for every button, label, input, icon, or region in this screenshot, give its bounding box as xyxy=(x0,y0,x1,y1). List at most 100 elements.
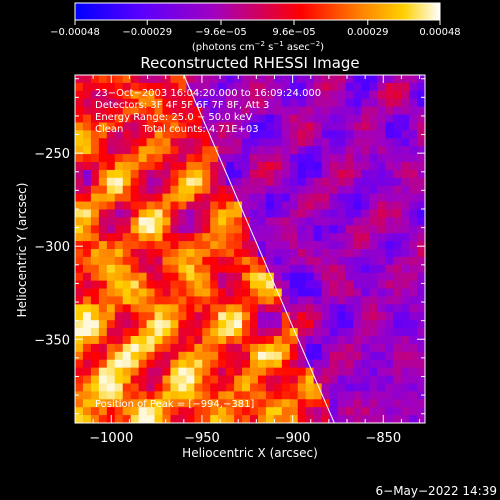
heatmap-cell xyxy=(345,415,355,423)
heatmap-cell xyxy=(345,296,355,305)
heatmap-cell xyxy=(273,343,283,353)
heatmap-cell xyxy=(194,280,203,290)
heatmap-cell xyxy=(154,122,164,131)
heatmap-cell xyxy=(393,225,402,234)
heatmap-cell xyxy=(154,98,164,108)
heatmap-cell xyxy=(106,407,116,416)
heatmap-cell xyxy=(226,122,235,131)
heatmap-cell xyxy=(202,249,211,258)
heatmap-cell xyxy=(289,201,299,211)
heatmap-cell xyxy=(289,225,299,234)
heatmap-cell xyxy=(417,154,425,163)
heatmap-cell xyxy=(337,383,347,392)
heatmap-cell xyxy=(146,106,156,116)
heatmap-cell xyxy=(218,75,227,84)
heatmap-cell xyxy=(329,415,339,423)
heatmap-cell xyxy=(130,82,140,92)
heatmap-cell xyxy=(361,114,370,124)
heatmap-cell xyxy=(305,312,315,321)
heatmap-cell xyxy=(369,114,378,124)
heatmap-cell xyxy=(162,312,172,321)
heatmap-cell xyxy=(75,146,84,155)
heatmap-cell xyxy=(194,367,203,377)
heatmap-cell xyxy=(114,296,124,305)
heatmap-cell xyxy=(170,233,180,242)
heatmap-cell xyxy=(369,177,378,187)
heatmap-cell xyxy=(146,138,156,147)
heatmap-cell xyxy=(297,82,307,92)
heatmap-cell xyxy=(194,415,203,423)
heatmap-cell xyxy=(194,162,203,171)
heatmap-cell xyxy=(194,225,203,234)
heatmap-cell xyxy=(130,138,140,147)
heatmap-cell xyxy=(337,304,347,313)
heatmap-cell xyxy=(393,241,402,250)
heatmap-cell xyxy=(265,225,275,234)
heatmap-cell xyxy=(186,162,195,171)
heatmap-cell xyxy=(154,407,164,416)
heatmap-cell xyxy=(130,169,140,179)
heatmap-cell xyxy=(186,193,195,203)
heatmap-cell xyxy=(114,185,124,195)
heatmap-cell xyxy=(409,209,418,218)
heatmap-cell xyxy=(257,351,267,361)
heatmap-cell xyxy=(417,288,425,298)
heatmap-cell xyxy=(122,114,132,124)
heatmap-cell xyxy=(385,162,394,171)
heatmap-cell xyxy=(377,122,386,131)
heatmap-cell xyxy=(170,264,180,274)
heatmap-cell xyxy=(170,146,180,155)
heatmap-cell xyxy=(353,336,362,345)
heatmap-cell xyxy=(154,336,164,345)
heatmap-cell xyxy=(186,256,195,266)
heatmap-cell xyxy=(313,146,323,155)
heatmap-cell xyxy=(234,75,243,84)
heatmap-cell xyxy=(170,90,180,100)
heatmap-cell xyxy=(273,201,283,211)
heatmap-cell xyxy=(194,201,203,211)
heatmap-cell xyxy=(377,241,386,250)
heatmap-cell xyxy=(90,336,100,345)
heatmap-cell xyxy=(226,201,235,211)
heatmap-cell xyxy=(369,343,378,353)
heatmap-cell xyxy=(401,343,410,353)
heatmap-cell xyxy=(361,209,370,218)
heatmap-cell xyxy=(138,280,148,290)
heatmap-cell xyxy=(353,209,362,218)
heatmap-cell xyxy=(106,399,116,408)
heatmap-cell xyxy=(257,272,267,282)
heatmap-cell xyxy=(202,233,211,242)
heatmap-cell xyxy=(186,241,195,250)
heatmap-cell xyxy=(281,304,291,313)
heatmap-cell xyxy=(265,162,275,171)
heatmap-cell xyxy=(417,367,425,377)
heatmap-cell xyxy=(321,225,331,234)
heatmap-cell xyxy=(321,407,331,416)
heatmap-cell xyxy=(218,256,227,266)
heatmap-cell xyxy=(313,201,323,211)
heatmap-cell xyxy=(146,343,156,353)
heatmap-cell xyxy=(353,391,362,400)
heatmap-cell xyxy=(329,233,339,242)
heatmap-cell xyxy=(305,90,315,100)
heatmap-cell xyxy=(106,225,116,234)
heatmap-cell xyxy=(90,75,100,84)
heatmap-cell xyxy=(353,106,362,116)
heatmap-cell xyxy=(114,217,124,226)
heatmap-cell xyxy=(82,343,92,353)
heatmap-cell xyxy=(114,272,124,282)
heatmap-cell xyxy=(377,130,386,139)
heatmap-cell xyxy=(114,106,124,116)
heatmap-cell xyxy=(281,367,291,377)
heatmap-cell xyxy=(82,391,92,400)
heatmap-cell xyxy=(202,82,211,92)
heatmap-cell xyxy=(305,138,315,147)
heatmap-cell xyxy=(305,343,315,353)
heatmap-cell xyxy=(281,407,291,416)
heatmap-cell xyxy=(226,407,235,416)
heatmap-cell xyxy=(345,336,355,345)
heatmap-cell xyxy=(162,154,172,163)
heatmap-cell xyxy=(122,312,132,321)
heatmap-cell xyxy=(98,351,108,361)
heatmap-cell xyxy=(337,217,347,226)
